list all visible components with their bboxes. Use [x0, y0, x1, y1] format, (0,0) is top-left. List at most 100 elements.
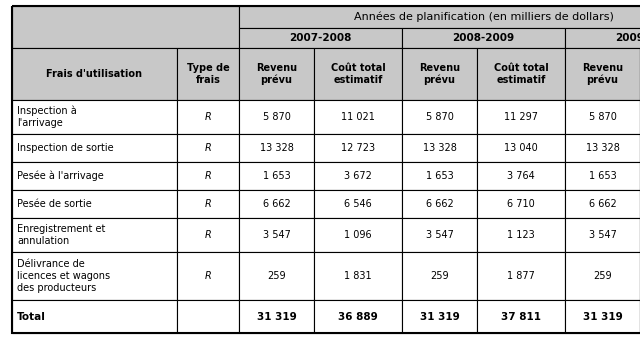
- Text: R: R: [205, 171, 211, 181]
- Text: R: R: [205, 143, 211, 153]
- Bar: [477, 218, 565, 252]
- Bar: [477, 134, 565, 162]
- Bar: [12, 162, 177, 190]
- Bar: [12, 300, 177, 333]
- Bar: [565, 300, 640, 333]
- Text: 3 547: 3 547: [262, 230, 291, 240]
- Text: 3 547: 3 547: [426, 230, 453, 240]
- Text: 6 546: 6 546: [344, 199, 372, 209]
- Text: 11 021: 11 021: [341, 112, 375, 122]
- Bar: [239, 162, 314, 190]
- Text: 5 870: 5 870: [426, 112, 453, 122]
- Text: R: R: [205, 271, 211, 281]
- Text: R: R: [205, 112, 211, 122]
- Text: Coût total
estimatif: Coût total estimatif: [331, 63, 385, 85]
- Bar: [565, 48, 640, 100]
- Bar: [177, 252, 239, 300]
- Bar: [477, 100, 565, 134]
- Text: Revenu
prévu: Revenu prévu: [582, 63, 623, 85]
- Text: 6 662: 6 662: [262, 199, 291, 209]
- Bar: [565, 252, 640, 300]
- Bar: [402, 100, 477, 134]
- Text: Coût total
estimatif: Coût total estimatif: [493, 63, 548, 85]
- Bar: [177, 300, 239, 333]
- Text: R: R: [205, 230, 211, 240]
- Bar: [565, 28, 640, 48]
- Bar: [314, 134, 402, 162]
- Bar: [177, 48, 239, 100]
- Text: 6 710: 6 710: [507, 199, 535, 209]
- Bar: [12, 48, 177, 100]
- Bar: [477, 190, 565, 218]
- Bar: [314, 218, 402, 252]
- Bar: [12, 6, 239, 48]
- Bar: [239, 6, 640, 28]
- Bar: [477, 252, 565, 300]
- Text: Années de planification (en milliers de dollars): Années de planification (en milliers de …: [353, 12, 613, 22]
- Bar: [177, 190, 239, 218]
- Text: 1 096: 1 096: [344, 230, 372, 240]
- Text: Total: Total: [17, 312, 46, 321]
- Text: 2007-2008: 2007-2008: [289, 33, 352, 43]
- Bar: [314, 300, 402, 333]
- Text: 1 123: 1 123: [507, 230, 535, 240]
- Bar: [12, 252, 177, 300]
- Text: 259: 259: [267, 271, 286, 281]
- Bar: [565, 218, 640, 252]
- Bar: [314, 48, 402, 100]
- Bar: [565, 162, 640, 190]
- Text: Délivrance de
licences et wagons
des producteurs: Délivrance de licences et wagons des pro…: [17, 259, 110, 293]
- Text: R: R: [205, 199, 211, 209]
- Bar: [565, 100, 640, 134]
- Text: 3 672: 3 672: [344, 171, 372, 181]
- Text: Pesée de sortie: Pesée de sortie: [17, 199, 92, 209]
- Bar: [239, 252, 314, 300]
- Bar: [239, 48, 314, 100]
- Bar: [402, 252, 477, 300]
- Bar: [239, 218, 314, 252]
- Bar: [314, 252, 402, 300]
- Text: 12 723: 12 723: [341, 143, 375, 153]
- Bar: [314, 100, 402, 134]
- Bar: [177, 162, 239, 190]
- Bar: [239, 28, 402, 48]
- Text: 3 764: 3 764: [507, 171, 535, 181]
- Bar: [402, 300, 477, 333]
- Text: Revenu
prévu: Revenu prévu: [256, 63, 297, 85]
- Bar: [314, 162, 402, 190]
- Bar: [239, 300, 314, 333]
- Text: 31 319: 31 319: [582, 312, 622, 321]
- Bar: [402, 190, 477, 218]
- Text: 5 870: 5 870: [262, 112, 291, 122]
- Text: 1 653: 1 653: [426, 171, 453, 181]
- Text: 31 319: 31 319: [420, 312, 460, 321]
- Text: Revenu
prévu: Revenu prévu: [419, 63, 460, 85]
- Text: 11 297: 11 297: [504, 112, 538, 122]
- Text: 259: 259: [430, 271, 449, 281]
- Text: Enregistrement et
annulation: Enregistrement et annulation: [17, 224, 106, 246]
- Bar: [402, 28, 565, 48]
- Bar: [565, 190, 640, 218]
- Text: Inspection à
l'arrivage: Inspection à l'arrivage: [17, 106, 77, 128]
- Bar: [239, 100, 314, 134]
- Text: 31 319: 31 319: [257, 312, 296, 321]
- Bar: [177, 218, 239, 252]
- Text: 1 653: 1 653: [262, 171, 291, 181]
- Text: 1 877: 1 877: [507, 271, 535, 281]
- Bar: [239, 134, 314, 162]
- Bar: [12, 100, 177, 134]
- Text: 13 040: 13 040: [504, 143, 538, 153]
- Bar: [402, 48, 477, 100]
- Text: 6 662: 6 662: [589, 199, 616, 209]
- Text: 37 811: 37 811: [501, 312, 541, 321]
- Text: 5 870: 5 870: [589, 112, 616, 122]
- Bar: [314, 190, 402, 218]
- Text: Inspection de sortie: Inspection de sortie: [17, 143, 114, 153]
- Bar: [402, 218, 477, 252]
- Text: 2008-2009: 2008-2009: [452, 33, 515, 43]
- Bar: [12, 218, 177, 252]
- Bar: [177, 134, 239, 162]
- Text: 1 653: 1 653: [589, 171, 616, 181]
- Text: 3 547: 3 547: [589, 230, 616, 240]
- Text: 1 831: 1 831: [344, 271, 372, 281]
